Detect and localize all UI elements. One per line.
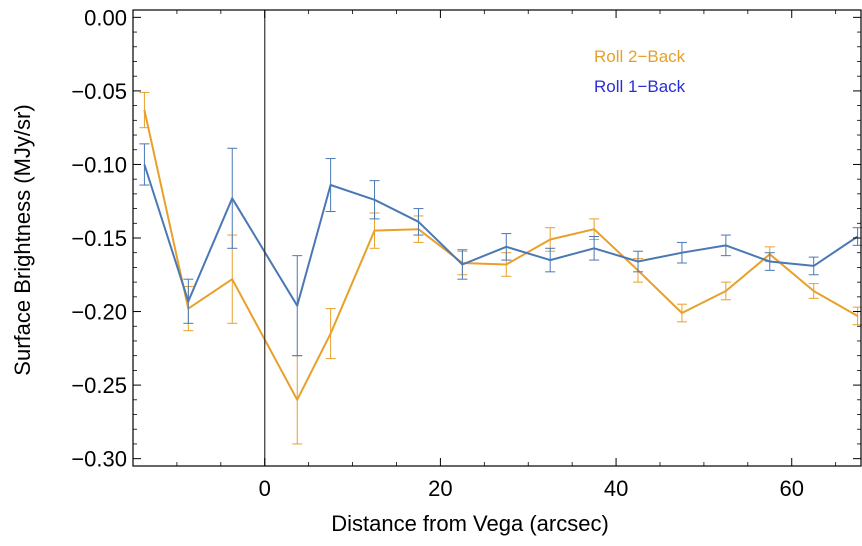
- legend-item-roll-1: Roll 1−Back: [594, 77, 686, 96]
- x-tick-label: 60: [779, 476, 803, 501]
- legend-item-roll-2: Roll 2−Back: [594, 47, 686, 66]
- series-layer: [139, 91, 862, 445]
- series-line: [143, 109, 859, 401]
- y-tick-label: −0.15: [71, 226, 127, 251]
- series-roll-1-back: [139, 143, 862, 357]
- y-tick-label: −0.30: [71, 447, 127, 472]
- x-tick-label: 40: [604, 476, 628, 501]
- series-line: [143, 164, 859, 307]
- y-tick-label: 0.00: [84, 5, 127, 30]
- y-tick-label: −0.05: [71, 79, 127, 104]
- ticks-layer: 0 20 40 60 0.00 −0.05 −0.10 −0.15 −0.20 −0.25 −0.3…: [71, 5, 861, 501]
- axes-layer: [132, 9, 862, 467]
- y-tick-label: −0.20: [71, 300, 127, 325]
- x-tick-label: 20: [428, 476, 452, 501]
- y-tick-label: −0.10: [71, 152, 127, 177]
- x-axis-label: Distance from Vega (arcsec): [331, 511, 609, 536]
- legend: Roll 2−Back Roll 1−Back: [594, 47, 686, 96]
- plot-frame: [132, 9, 862, 467]
- x-tick-label: 0: [259, 476, 271, 501]
- series-roll-2-back: [139, 91, 862, 445]
- y-tick-label: −0.25: [71, 373, 127, 398]
- y-axis-label: Surface Brightness (MJy/sr): [10, 104, 35, 375]
